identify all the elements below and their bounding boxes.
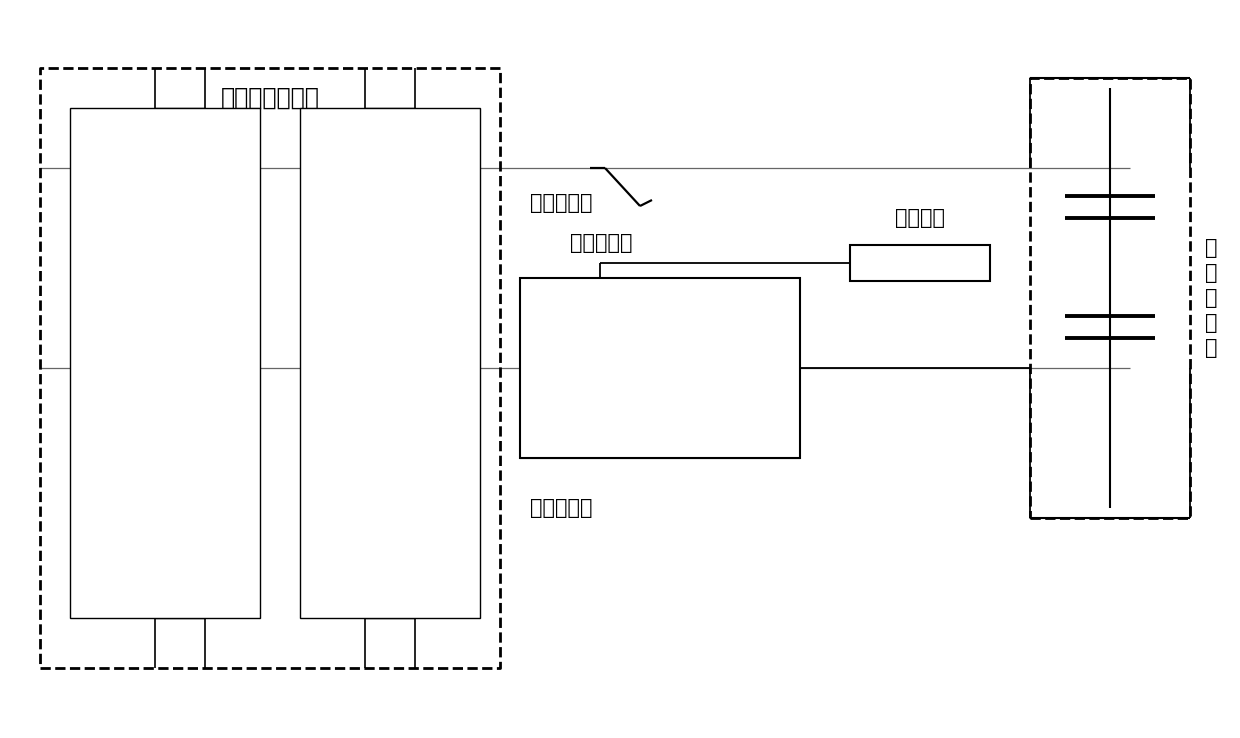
Bar bbox=[520, 278, 800, 458]
Bar bbox=[849, 245, 990, 281]
Text: 电
机
控
制
器: 电 机 控 制 器 bbox=[1205, 238, 1218, 358]
Text: 负极继电器: 负极继电器 bbox=[570, 233, 632, 253]
Text: 预充电组: 预充电组 bbox=[895, 208, 945, 228]
Text: 电动车动力电池: 电动车动力电池 bbox=[221, 86, 320, 110]
Bar bbox=[69, 108, 260, 618]
Bar bbox=[300, 108, 480, 618]
Text: 预充继电器: 预充继电器 bbox=[529, 193, 593, 213]
Text: 正极继电器: 正极继电器 bbox=[529, 498, 593, 518]
